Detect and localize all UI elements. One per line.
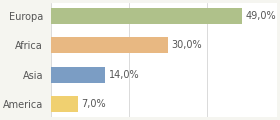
Text: 7,0%: 7,0% [81, 99, 106, 109]
Bar [51, 37, 168, 53]
Bar [51, 8, 242, 24]
Text: 49,0%: 49,0% [245, 11, 276, 21]
Bar [51, 96, 78, 112]
Bar [51, 67, 105, 83]
Text: 14,0%: 14,0% [108, 70, 139, 80]
Text: 30,0%: 30,0% [171, 40, 202, 50]
